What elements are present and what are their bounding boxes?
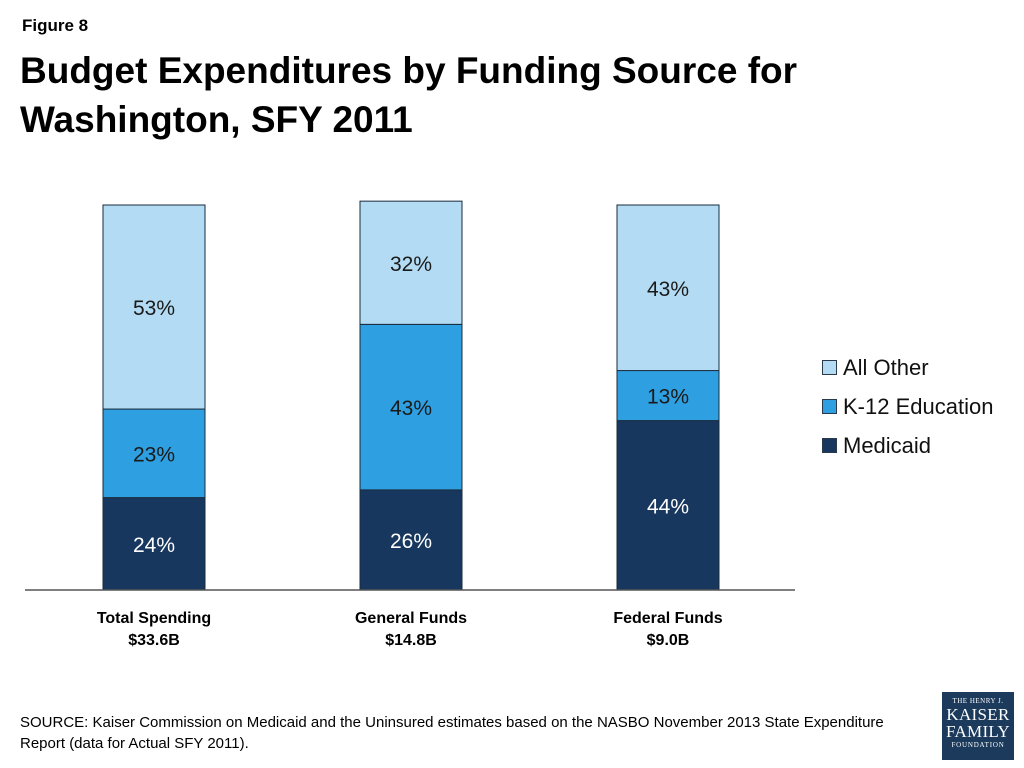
legend-swatch — [822, 360, 837, 375]
logo-line-3: FAMILY — [945, 722, 1010, 741]
bar-segment — [359, 489, 463, 591]
logo-line-2: KAISER — [946, 705, 1010, 724]
legend: All Other K-12 Education Medicaid — [822, 348, 993, 465]
bar-segment — [102, 204, 206, 410]
data-label: 32% — [390, 253, 432, 276]
legend-swatch — [822, 399, 837, 414]
legend-item: All Other — [822, 348, 993, 387]
bar-segment — [102, 497, 206, 591]
data-label: 44% — [647, 495, 689, 518]
data-label: 23% — [133, 443, 175, 466]
data-label: 26% — [390, 530, 432, 553]
data-label: 24% — [133, 534, 175, 557]
data-label: 13% — [647, 386, 689, 409]
data-label: 43% — [390, 397, 432, 420]
category-amount: $9.0B — [647, 632, 690, 649]
category-amount: $14.8B — [385, 632, 437, 649]
category-label: Federal Funds — [613, 610, 722, 627]
bar-segment — [359, 200, 463, 325]
source-note: SOURCE: Kaiser Commission on Medicaid an… — [20, 714, 884, 752]
legend-item: Medicaid — [822, 426, 993, 465]
chart-title: Budget Expenditures by Funding Source fo… — [20, 50, 798, 140]
figure-label: Figure 8 — [22, 16, 89, 35]
data-label: 53% — [133, 297, 175, 320]
kff-logo: THE HENRY J. KAISER FAMILY FOUNDATION — [942, 692, 1014, 760]
category-label: Total Spending — [97, 610, 211, 627]
legend-item: K-12 Education — [822, 387, 993, 426]
logo-line-1: THE HENRY J. — [952, 697, 1004, 705]
bar-segment — [616, 204, 720, 372]
legend-label: All Other — [843, 354, 929, 380]
category-amount: $33.6B — [128, 632, 180, 649]
legend-label: Medicaid — [843, 432, 932, 458]
logo-line-4: FOUNDATION — [951, 741, 1005, 749]
bar-segment — [616, 420, 720, 591]
legend-label: K-12 Education — [843, 393, 994, 419]
legend-swatch — [822, 438, 837, 453]
data-label: 43% — [647, 278, 689, 301]
category-label: General Funds — [355, 610, 467, 627]
